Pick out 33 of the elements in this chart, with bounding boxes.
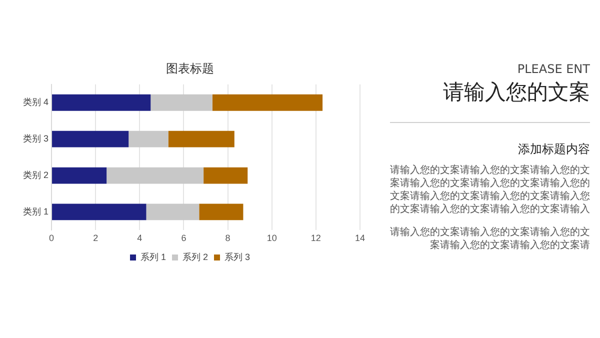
- x-tick-label: 4: [137, 233, 142, 244]
- text: 请输入您的文案: [442, 79, 590, 106]
- text: 请输入您的文案请输入您的文案请输入您的文案请输入您的文案请输入您的文案请输入您的文案请输入您的文案请输入您的文案请输入您的文案请输入您的文案请输入您的文案请输入: [389, 164, 590, 216]
- bar: [212, 94, 323, 111]
- bar: [146, 204, 200, 220]
- bar: [150, 94, 212, 111]
- bar: [106, 167, 204, 184]
- legend-label: 系列 2: [182, 252, 208, 262]
- bar: [199, 204, 244, 220]
- x-tick-label: 0: [49, 233, 54, 244]
- x-tick-label: 2: [93, 233, 98, 244]
- bar: [128, 130, 168, 148]
- x-tick-label: 8: [225, 233, 230, 244]
- bar: [52, 130, 129, 148]
- bar: [204, 167, 248, 184]
- legend-label: 系列 3: [224, 252, 250, 262]
- y-tick-label: 类别 1: [22, 206, 49, 216]
- y-tick-label: 类别 4: [22, 97, 49, 108]
- y-tick-label: 类别 3: [22, 134, 49, 144]
- x-tick-label: 12: [310, 233, 321, 244]
- text: 添加标题内容: [517, 141, 590, 158]
- bar: [168, 130, 234, 148]
- y-tick-label: 类别 2: [22, 170, 49, 180]
- x-tick-label: 14: [354, 233, 366, 244]
- bar: [52, 204, 146, 220]
- legend-label: 系列 1: [140, 252, 166, 262]
- x-tick-label: 6: [181, 233, 186, 244]
- chart-title: 图表标题: [166, 62, 214, 76]
- text: 请输入您的文案请输入您的文案请输入您的文案请输入您的文案请输入您的文案请: [389, 226, 590, 252]
- bar: [52, 94, 151, 111]
- bar: [52, 167, 107, 184]
- x-tick-label: 10: [266, 233, 277, 244]
- text: PLEASE ENT: [516, 62, 590, 76]
